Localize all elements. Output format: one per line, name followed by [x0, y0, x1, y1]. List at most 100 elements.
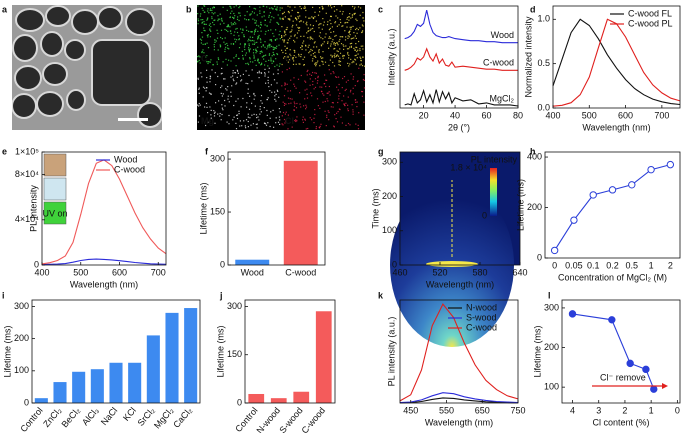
y-tick-label: 0.5 [537, 58, 550, 68]
map-dot [244, 14, 246, 17]
map-dot [291, 26, 293, 28]
map-dot [312, 25, 314, 27]
map-dot [319, 11, 321, 13]
map-dot [330, 43, 332, 45]
line-series [552, 18, 681, 106]
map-dot [298, 55, 300, 57]
map-dot [264, 41, 266, 43]
map-dot [248, 43, 250, 45]
x-tick-label: 640 [512, 267, 527, 277]
marker [647, 165, 655, 174]
map-dot [260, 23, 262, 25]
map-dot [293, 49, 295, 51]
map-dot [350, 28, 352, 30]
map-dot [219, 13, 221, 15]
map-dot [238, 12, 240, 14]
map-dot [316, 62, 318, 64]
map-dot [311, 49, 313, 52]
map-dot [359, 64, 361, 66]
map-dot [316, 46, 318, 48]
map-dot [227, 44, 229, 47]
map-dot [254, 105, 256, 107]
map-dot [279, 63, 281, 65]
map-dot [312, 53, 314, 55]
map-dot [330, 5, 332, 7]
map-dot [314, 78, 317, 80]
map-dot [290, 35, 292, 37]
map-dot [233, 17, 235, 20]
map-dot [350, 58, 352, 60]
map-dot [335, 15, 337, 17]
map-dot [226, 121, 228, 123]
map-dot [359, 27, 361, 29]
map-dot [351, 42, 353, 44]
map-dot [313, 30, 315, 33]
map-dot [245, 26, 247, 28]
map-dot [321, 86, 323, 88]
map-dot [234, 21, 236, 23]
map-dot [269, 90, 271, 92]
map-dot [245, 82, 247, 84]
map-dot [300, 53, 302, 56]
map-dot [221, 19, 223, 21]
map-dot [201, 32, 203, 34]
map-dot [207, 47, 210, 49]
map-dot [356, 80, 359, 83]
map-dot [205, 56, 207, 58]
map-dot [338, 108, 340, 110]
map-dot [204, 5, 206, 7]
map-dot [253, 98, 255, 100]
map-dot [251, 102, 253, 104]
map-dot [309, 84, 311, 86]
map-dot [303, 40, 305, 42]
map-dot [338, 64, 340, 66]
map-dot [315, 126, 317, 128]
map-dot [247, 113, 249, 115]
map-dot [336, 54, 338, 56]
map-dot [267, 76, 269, 78]
map-dot [285, 120, 287, 122]
map-dot [350, 89, 352, 91]
map-dot [206, 69, 208, 71]
map-dot [293, 39, 295, 42]
map-dot [282, 17, 284, 19]
x-tick-label: 2 [622, 405, 627, 415]
map-dot [273, 53, 275, 55]
map-dot [247, 63, 250, 66]
map-dot [242, 29, 244, 31]
y-tick-label: 0 [24, 397, 29, 407]
map-dot [271, 55, 273, 57]
map-dot [348, 48, 350, 50]
map-dot [287, 18, 289, 20]
map-dot [306, 32, 308, 34]
map-dot [271, 62, 273, 64]
map-dot [220, 36, 222, 39]
map-dot [270, 29, 272, 31]
map-dot [255, 52, 257, 54]
map-dot [268, 86, 270, 88]
map-dot [285, 34, 287, 36]
map-dot [217, 18, 219, 20]
marker [550, 246, 559, 255]
map-dot [261, 51, 263, 53]
map-dot [211, 9, 213, 11]
series-label: C-wood [483, 58, 514, 68]
map-dot [210, 117, 212, 119]
map-dot [206, 34, 208, 36]
map-dot [328, 119, 330, 121]
map-dot [344, 30, 346, 32]
map-dot [306, 88, 308, 90]
map-dot [214, 111, 216, 113]
y-tick-label: 100 [544, 382, 559, 392]
x-axis-label: Wavelength (nm) [425, 417, 493, 427]
map-dot [253, 49, 255, 51]
panel-label: e [2, 146, 7, 156]
map-dot [341, 36, 343, 38]
map-dot [211, 17, 213, 20]
map-dot [357, 49, 359, 51]
map-dot [334, 21, 337, 23]
map-dot [234, 15, 236, 17]
map-dot [272, 51, 274, 54]
map-dot [283, 104, 285, 106]
map-dot [204, 43, 206, 45]
